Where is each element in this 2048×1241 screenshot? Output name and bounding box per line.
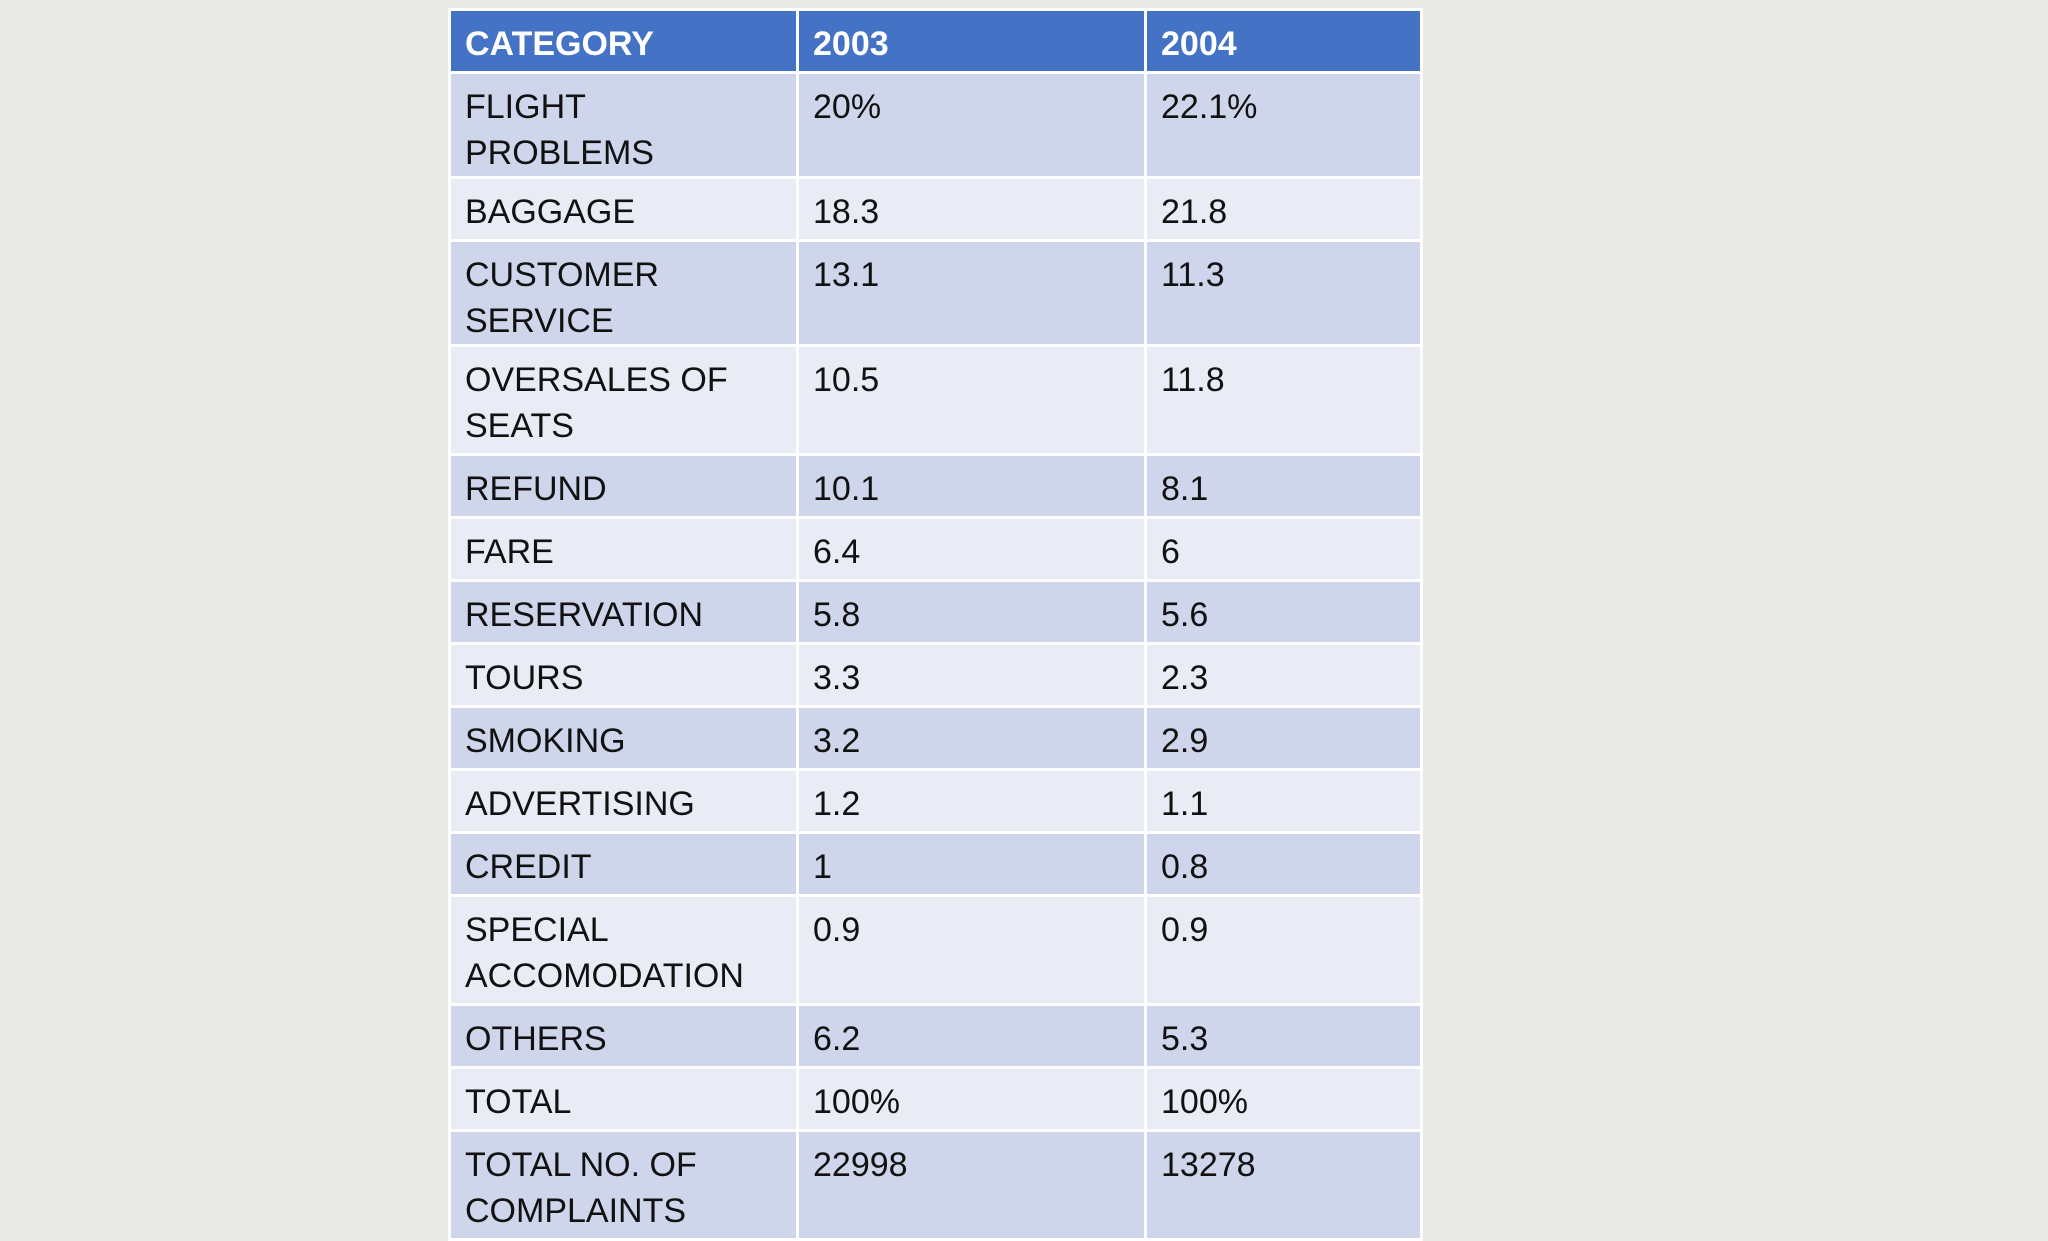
table-row: SPECIAL ACCOMODATION 0.9 0.9 [448,894,1423,1006]
category-cell: TOTAL NO. OF COMPLAINTS [448,1129,799,1241]
value-2004-cell: 2.3 [1144,642,1423,708]
table-row: CUSTOMER SERVICE 13.1 11.3 [448,239,1423,347]
value-2003-cell: 22998 [796,1129,1147,1241]
table-row: TOURS 3.3 2.3 [448,642,1423,708]
value-2003-cell: 3.3 [796,642,1147,708]
value-2003-cell: 100% [796,1066,1147,1132]
category-cell: CUSTOMER SERVICE [448,239,799,347]
category-cell: REFUND [448,453,799,519]
value-2003-cell: 0.9 [796,894,1147,1006]
value-2003-cell: 6.4 [796,516,1147,582]
category-cell: TOURS [448,642,799,708]
header-category: CATEGORY [448,8,799,74]
table-row: CREDIT 1 0.8 [448,831,1423,897]
value-2003-cell: 18.3 [796,176,1147,242]
table-row: FLIGHT PROBLEMS 20% 22.1% [448,71,1423,179]
category-cell: BAGGAGE [448,176,799,242]
value-2003-cell: 1 [796,831,1147,897]
value-2004-cell: 6 [1144,516,1423,582]
value-2004-cell: 0.8 [1144,831,1423,897]
value-2003-cell: 5.8 [796,579,1147,645]
category-cell: RESERVATION [448,579,799,645]
value-2004-cell: 0.9 [1144,894,1423,1006]
value-2003-cell: 10.1 [796,453,1147,519]
category-cell: SPECIAL ACCOMODATION [448,894,799,1006]
category-cell: OVERSALES OF SEATS [448,344,799,456]
category-cell: TOTAL [448,1066,799,1132]
value-2004-cell: 22.1% [1144,71,1423,179]
header-2003: 2003 [796,8,1147,74]
value-2004-cell: 8.1 [1144,453,1423,519]
value-2004-cell: 13278 [1144,1129,1423,1241]
complaints-table: CATEGORY 2003 2004 FLIGHT PROBLEMS 20% 2… [448,8,1423,1241]
value-2004-cell: 2.9 [1144,705,1423,771]
value-2003-cell: 3.2 [796,705,1147,771]
value-2003-cell: 13.1 [796,239,1147,347]
category-cell: FARE [448,516,799,582]
value-2004-cell: 1.1 [1144,768,1423,834]
value-2004-cell: 5.6 [1144,579,1423,645]
value-2004-cell: 11.3 [1144,239,1423,347]
table-row: OTHERS 6.2 5.3 [448,1003,1423,1069]
table-row: TOTAL 100% 100% [448,1066,1423,1132]
value-2004-cell: 5.3 [1144,1003,1423,1069]
category-cell: FLIGHT PROBLEMS [448,71,799,179]
table-row: BAGGAGE 18.3 21.8 [448,176,1423,242]
value-2003-cell: 1.2 [796,768,1147,834]
value-2003-cell: 20% [796,71,1147,179]
table-row: FARE 6.4 6 [448,516,1423,582]
category-cell: SMOKING [448,705,799,771]
table-row: RESERVATION 5.8 5.6 [448,579,1423,645]
value-2004-cell: 11.8 [1144,344,1423,456]
value-2004-cell: 100% [1144,1066,1423,1132]
header-row: CATEGORY 2003 2004 [448,8,1423,74]
table-row: ADVERTISING 1.2 1.1 [448,768,1423,834]
header-2004: 2004 [1144,8,1423,74]
category-cell: CREDIT [448,831,799,897]
category-cell: OTHERS [448,1003,799,1069]
value-2003-cell: 10.5 [796,344,1147,456]
value-2003-cell: 6.2 [796,1003,1147,1069]
table-row: SMOKING 3.2 2.9 [448,705,1423,771]
value-2004-cell: 21.8 [1144,176,1423,242]
table-row: REFUND 10.1 8.1 [448,453,1423,519]
category-cell: ADVERTISING [448,768,799,834]
table-row: OVERSALES OF SEATS 10.5 11.8 [448,344,1423,456]
table-row: TOTAL NO. OF COMPLAINTS 22998 13278 [448,1129,1423,1241]
